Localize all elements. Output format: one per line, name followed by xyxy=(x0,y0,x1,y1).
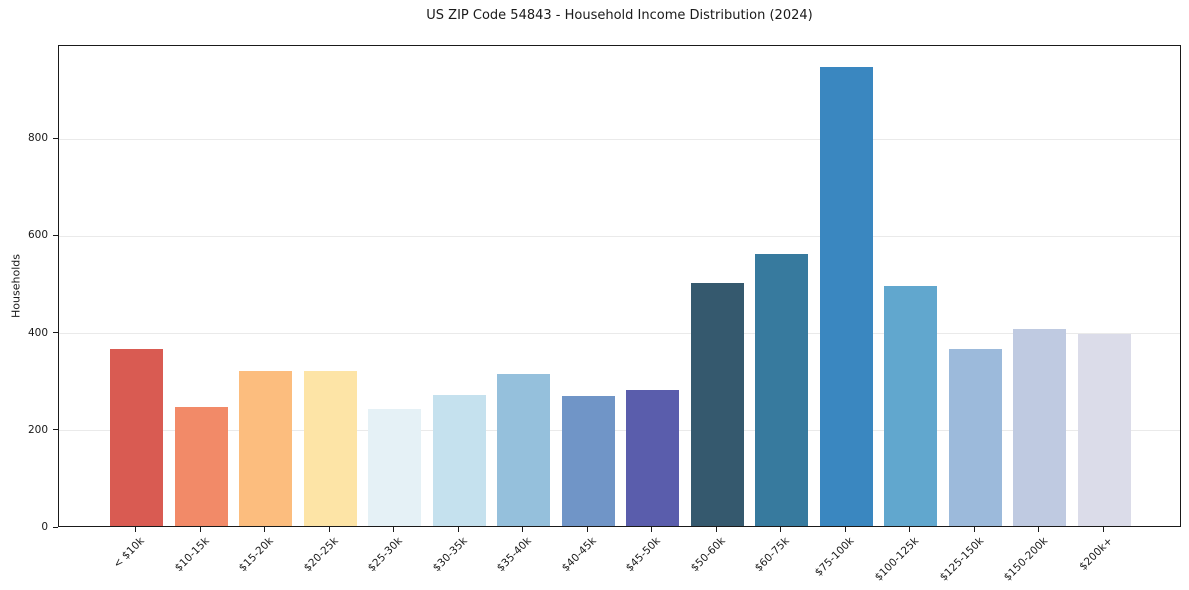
y-tick-label: 600 xyxy=(27,229,48,242)
bar-60-75k xyxy=(755,253,809,526)
bar-45-50k xyxy=(626,389,680,526)
x-tick-label-text: $45-50k xyxy=(624,535,664,575)
bar-75-100k xyxy=(819,66,873,526)
x-axis-tick xyxy=(264,527,266,532)
y-tick-label: 400 xyxy=(27,326,48,339)
x-axis-tick xyxy=(393,527,395,532)
x-tick-label-text: $20-25k xyxy=(301,535,341,575)
x-axis-tick xyxy=(522,527,524,532)
bar-100-125k xyxy=(884,285,938,526)
x-tick-label-text: $40-45k xyxy=(559,535,599,575)
x-axis-tick xyxy=(1038,527,1040,532)
x-axis-tick xyxy=(973,527,975,532)
x-axis-tick xyxy=(651,527,653,532)
plot-area xyxy=(58,45,1181,527)
x-axis-tick xyxy=(135,527,137,532)
chart-title: US ZIP Code 54843 - Household Income Dis… xyxy=(426,8,813,23)
x-tick-label-text: $30-35k xyxy=(430,535,470,575)
y-axis-tick xyxy=(53,137,58,139)
x-tick-label-text: $50-60k xyxy=(688,535,728,575)
x-axis-tick xyxy=(844,527,846,532)
x-axis-tick xyxy=(909,527,911,532)
y-axis-title-text: Households xyxy=(9,254,23,318)
bar-125-150k xyxy=(948,348,1002,526)
x-axis-tick xyxy=(586,527,588,532)
x-tick-label-text: $35-40k xyxy=(495,535,535,575)
x-tick-label-text: < $10k xyxy=(111,535,148,571)
x-axis-tick xyxy=(199,527,201,532)
y-tick-label: 800 xyxy=(27,132,48,145)
bar-20-25k xyxy=(303,370,357,526)
x-tick-label-text: $75-100k xyxy=(812,535,857,579)
x-tick-label-text: $15-20k xyxy=(237,535,277,575)
bar-25-30k xyxy=(368,409,422,526)
bar-40-45k xyxy=(561,396,615,526)
x-axis-tick xyxy=(1102,527,1104,532)
x-tick-label-text: $25-30k xyxy=(366,535,406,575)
y-tick-label: 200 xyxy=(27,423,48,436)
gridline xyxy=(59,430,1180,432)
x-tick-label-text: $60-75k xyxy=(753,535,793,575)
x-tick-label-text: $100-125k xyxy=(872,535,922,584)
y-axis-tick xyxy=(53,332,58,334)
bar-15-20k xyxy=(239,370,293,526)
bar-10k xyxy=(110,348,164,526)
bar-10-15k xyxy=(174,407,228,526)
x-tick-label-text: $125-150k xyxy=(937,535,986,584)
x-axis-tick xyxy=(780,527,782,532)
bar-50-60k xyxy=(690,283,744,526)
x-axis-tick xyxy=(328,527,330,532)
bar-150-200k xyxy=(1013,329,1067,526)
x-tick-label-text: $10-15k xyxy=(172,535,212,575)
gridline xyxy=(59,138,1180,140)
y-axis-tick xyxy=(53,429,58,431)
x-tick-label-text: $200k+ xyxy=(1076,535,1115,573)
y-axis-tick xyxy=(53,234,58,236)
x-axis-tick xyxy=(715,527,717,532)
bar-30-35k xyxy=(432,394,486,526)
y-tick-label: 0 xyxy=(41,521,48,533)
bar-35-40k xyxy=(497,373,551,526)
x-axis-tick xyxy=(457,527,459,532)
bar-200k xyxy=(1077,334,1131,526)
y-axis-tick xyxy=(53,526,58,528)
x-tick-label-text: $150-200k xyxy=(1001,535,1051,584)
gridline xyxy=(59,333,1180,335)
gridline xyxy=(59,235,1180,237)
